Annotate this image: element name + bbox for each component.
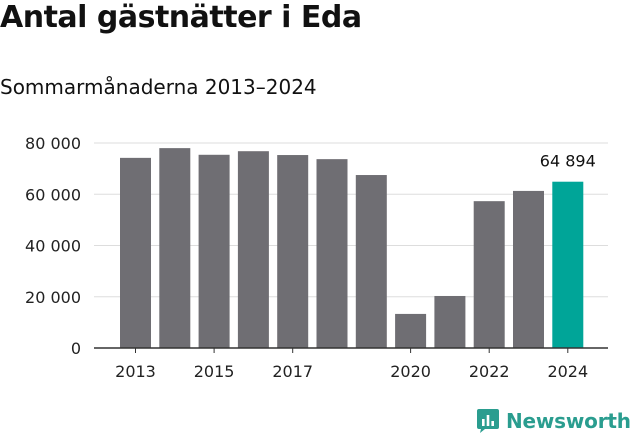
bar-2016 <box>237 151 269 348</box>
x-tick-label: 2017 <box>272 362 313 381</box>
y-tick-label: 40 000 <box>25 237 81 256</box>
bar-2020 <box>395 313 427 348</box>
chart-bubble-icon <box>477 409 499 433</box>
y-tick-label: 60 000 <box>25 185 81 204</box>
bar-2013 <box>120 157 151 348</box>
x-tick-label: 2022 <box>469 362 510 381</box>
axes <box>94 347 608 353</box>
bar-2023 <box>513 190 544 348</box>
highlight-data-label: 64 894 <box>540 152 596 171</box>
bar-2017 <box>277 155 309 348</box>
brand-name: Newsworthy <box>506 409 631 433</box>
bar-2019 <box>355 175 387 348</box>
x-tick-label: 2020 <box>390 362 431 381</box>
chart-title: Antal gästnätter i Eda <box>0 0 362 35</box>
bar-2018 <box>316 159 348 348</box>
labels: 0 20 000 40 000 60 000 80 000 2013 2015 2017 202… <box>25 134 596 381</box>
x-tick-label: 2015 <box>194 362 235 381</box>
y-tick-label: 0 <box>71 339 81 358</box>
bar-2021 <box>434 295 466 348</box>
bar-chart: 0 20 000 40 000 60 000 80 000 2013 2015 2017 202… <box>25 134 608 381</box>
bar-2015 <box>198 154 230 348</box>
bars <box>120 148 584 348</box>
chart-subtitle: Sommarmånaderna 2013–2024 <box>0 75 317 99</box>
y-tick-label: 20 000 <box>25 288 81 307</box>
newsworthy-logo[interactable]: Newsworthy <box>476 406 631 436</box>
x-tick-label: 2013 <box>115 362 156 381</box>
bar-2024 <box>552 181 584 348</box>
x-tick-label: 2024 <box>547 362 588 381</box>
bar-2014 <box>159 148 191 348</box>
bar-2022 <box>473 201 505 348</box>
y-tick-label: 80 000 <box>25 134 81 153</box>
